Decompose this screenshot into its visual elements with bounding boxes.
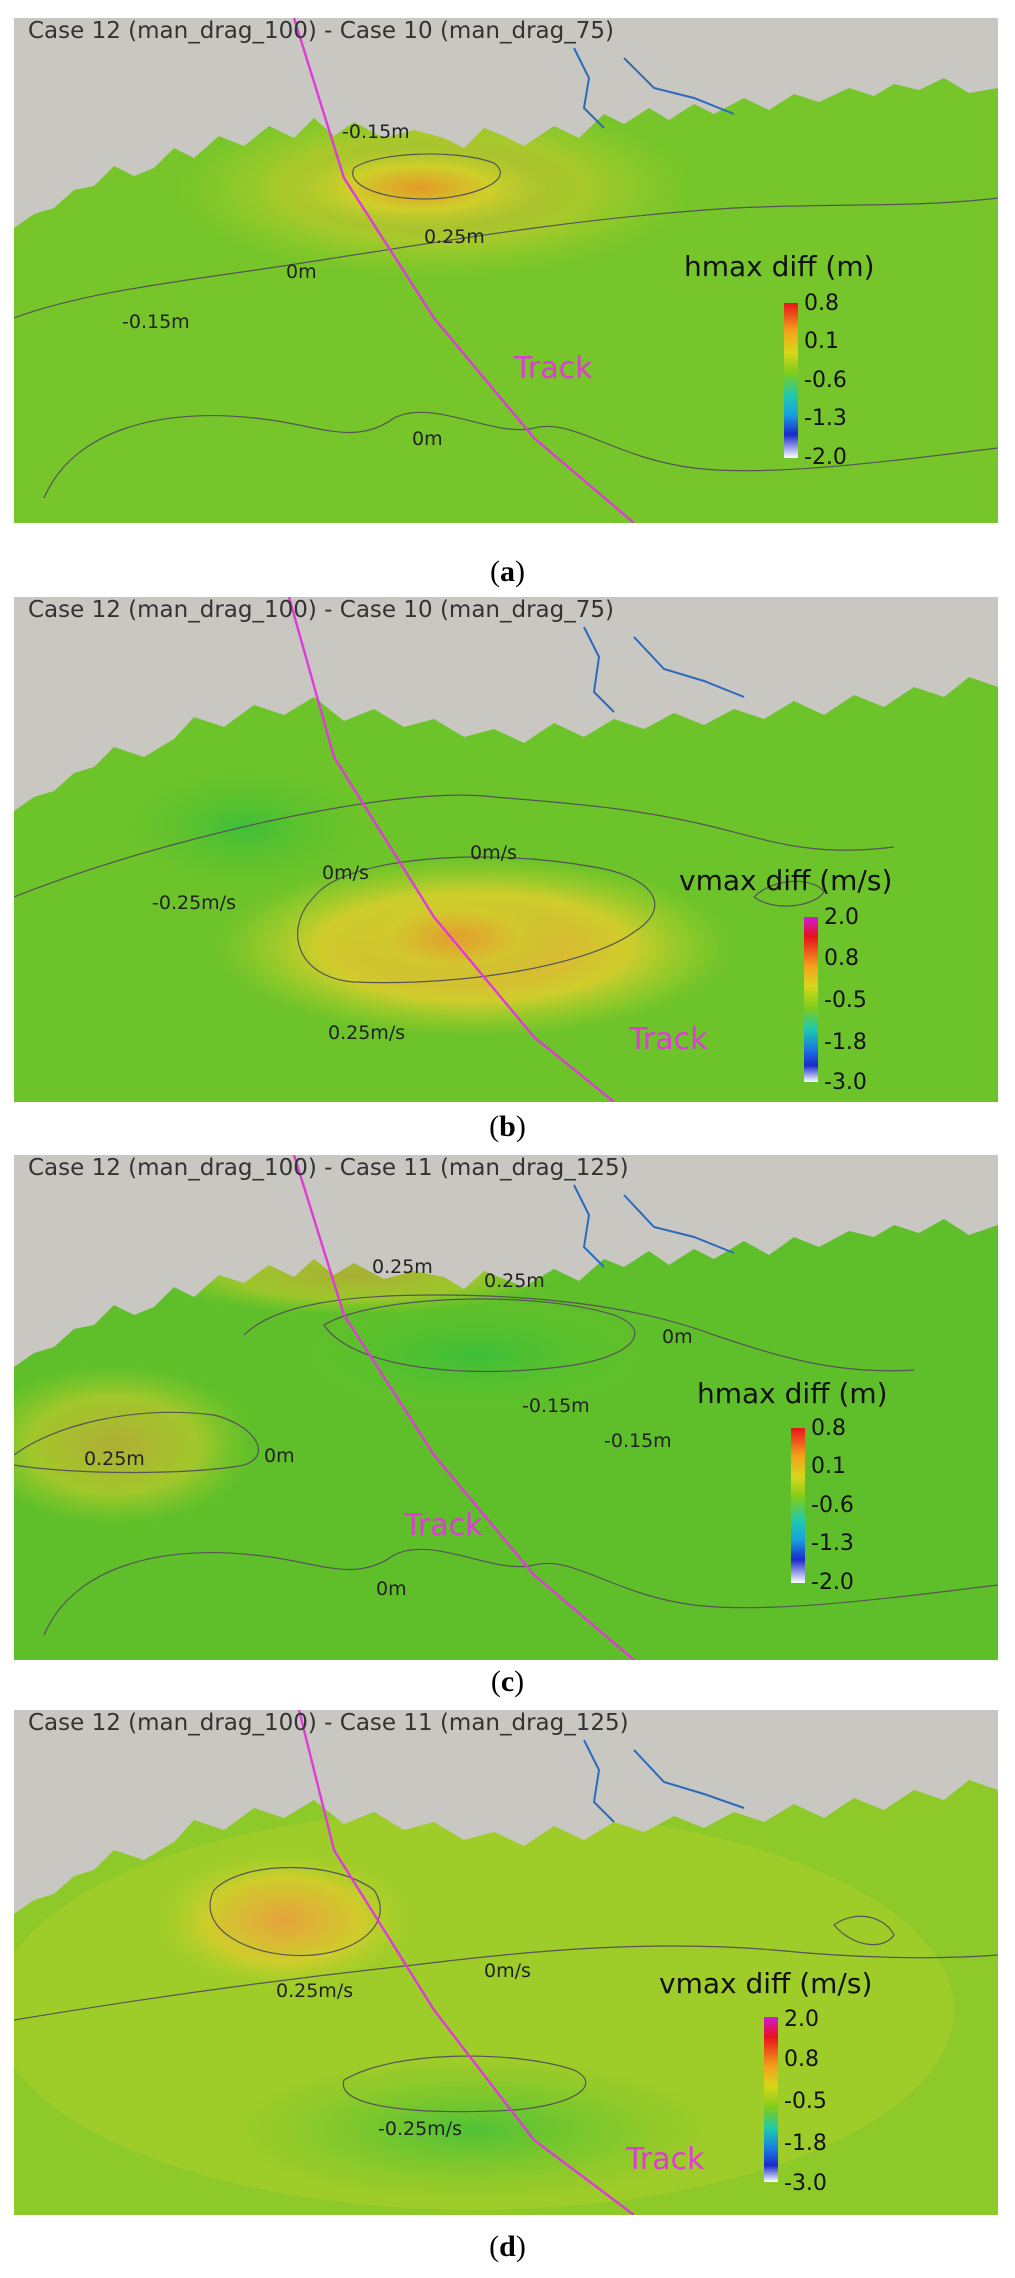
map-c: 0.25m 0.25m 0m -0.15m -0.15m 0.25m 0m 0m… [14,1155,998,1660]
legend-tick: -0.6 [804,368,847,393]
contour-line [209,1866,381,1957]
legend-tick: -1.8 [824,1030,867,1055]
contour-line [833,1915,895,1946]
river [583,626,745,713]
contour-label: 0.25m [372,1256,433,1278]
contour-line [342,2055,587,2113]
contour-line [14,197,998,319]
contour-line [352,153,501,200]
river [573,1184,735,1268]
legend-tick: -2.0 [804,445,847,470]
contour-line [14,1411,259,1474]
contour-label: 0.25m [424,226,485,248]
contour-label: 0m [264,1445,295,1467]
contour-label: 0.25m/s [328,1022,405,1044]
contour-line [297,856,656,984]
legend-colorbar [791,1428,805,1583]
land [14,1155,998,1367]
contour-label: -0.25m/s [152,892,236,914]
contour-label: 0m [286,261,317,283]
legend-title: hmax diff (m) [684,250,875,283]
contour-label: 0m/s [322,862,369,884]
contour-line [243,1294,915,1372]
contour-label: -0.15m [604,1430,672,1452]
legend-tick: 0.1 [811,1454,846,1479]
river [573,47,735,129]
legend-tick: 0.8 [804,291,839,316]
panel-title: Case 12 (man_drag_100) - Case 10 (man_dr… [28,597,614,623]
track-label: Track [403,1508,483,1543]
contour-line [14,794,895,898]
legend-tick: 0.1 [804,329,839,354]
contour-label: 0.25m/s [276,1980,353,2002]
panel-title: Case 12 (man_drag_100) - Case 11 (man_dr… [28,1710,629,1736]
legend-tick: -0.6 [811,1493,854,1518]
panel-c: 0.25m 0.25m 0m -0.15m -0.15m 0.25m 0m 0m… [14,1155,998,1660]
contour-label: 0m/s [484,1960,531,1982]
legend-title: vmax diff (m/s) [679,864,892,897]
panel-b: -0.25m/s 0m/s 0m/s 0.25m/s Track vmax di… [14,597,998,1102]
land [14,1710,998,1914]
caption-c: (c) [490,1665,525,1698]
hotspot-core [289,148,549,228]
track-line [287,597,615,1102]
legend-tick: -3.0 [824,1070,867,1095]
track-label: Track [628,1022,708,1057]
panel-title: Case 12 (man_drag_100) - Case 11 (man_dr… [28,1155,629,1181]
contour-line [14,1945,998,2021]
contour-label: -0.25m/s [378,2118,462,2140]
legend-tick: 0.8 [811,1416,846,1441]
panel-d: 0.25m/s 0m/s -0.25m/s Track vmax diff (m… [14,1710,998,2215]
caption-a: (a) [490,555,525,588]
contour-label: 0m [376,1578,407,1600]
legend-tick: 2.0 [824,905,859,930]
legend-tick: -2.0 [811,1570,854,1595]
track-line [297,1710,635,2215]
legend-tick: -0.5 [784,2089,827,2114]
caption-b: (b) [489,1110,526,1143]
contour-line [323,1298,636,1373]
land [14,597,998,811]
panel-title: Case 12 (man_drag_100) - Case 10 (man_dr… [28,18,614,44]
map-d: 0.25m/s 0m/s -0.25m/s Track vmax diff (m… [14,1710,998,2215]
contour-label: 0.25m [484,1270,545,1292]
legend-tick: -0.5 [824,988,867,1013]
track-line [292,1155,635,1660]
legend-tick: -3.0 [784,2171,827,2196]
legend-title: hmax diff (m) [697,1377,888,1410]
legend-title: vmax diff (m/s) [659,1967,872,2000]
map-b: -0.25m/s 0m/s 0m/s 0.25m/s Track vmax di… [14,597,998,1102]
legend-tick: 0.8 [784,2047,819,2072]
hotspot-core [334,887,574,987]
caption-d: (d) [489,2230,526,2263]
warm-zone [14,1365,254,1525]
legend-colorbar [764,2017,778,2182]
contour-label: -0.15m [342,121,410,143]
legend-colorbar [804,917,818,1082]
contour-line [43,411,998,499]
legend-tick: 0.8 [824,946,859,971]
track-label: Track [513,351,593,386]
contour-label: -0.15m [522,1395,590,1417]
legend-tick: -1.3 [811,1531,854,1556]
map-a: -0.15m 0.25m 0m -0.15m 0m Track hmax dif… [14,18,998,523]
legend-tick: -1.3 [804,406,847,431]
contour-label: 0m/s [470,842,517,864]
contour-line [43,1548,998,1636]
contour-label: 0.25m [84,1448,145,1470]
land [14,18,998,228]
legend-tick: 2.0 [784,2007,819,2032]
river [583,1739,745,1823]
contour-label: 0m [662,1326,693,1348]
cool-zone [294,1295,654,1415]
legend-tick: -1.8 [784,2131,827,2156]
legend-colorbar [784,303,798,458]
contour-label: -0.15m [122,311,190,333]
track-label: Track [625,2142,705,2177]
cool-zone [234,2060,714,2200]
contour-label: 0m [412,428,443,450]
contour-line [753,880,825,907]
track-line [292,18,635,523]
panel-a: -0.15m 0.25m 0m -0.15m 0m Track hmax dif… [14,18,998,523]
